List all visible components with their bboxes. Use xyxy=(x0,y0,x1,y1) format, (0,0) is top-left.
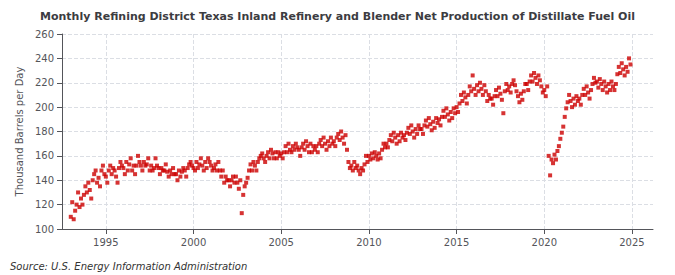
svg-text:140: 140 xyxy=(35,175,54,186)
svg-text:220: 220 xyxy=(35,77,54,88)
svg-text:240: 240 xyxy=(35,53,54,64)
svg-text:1995: 1995 xyxy=(93,237,118,248)
svg-text:2015: 2015 xyxy=(444,237,469,248)
svg-text:2005: 2005 xyxy=(268,237,293,248)
svg-text:2000: 2000 xyxy=(181,237,206,248)
svg-text:260: 260 xyxy=(35,29,54,40)
svg-text:2010: 2010 xyxy=(356,237,381,248)
svg-text:200: 200 xyxy=(35,102,54,113)
svg-text:2020: 2020 xyxy=(532,237,557,248)
svg-text:100: 100 xyxy=(35,224,54,235)
svg-text:120: 120 xyxy=(35,199,54,210)
svg-text:180: 180 xyxy=(35,126,54,137)
svg-text:Thousand Barrels per Day: Thousand Barrels per Day xyxy=(14,67,25,198)
svg-text:Monthly Refining District Texa: Monthly Refining District Texas Inland R… xyxy=(40,10,635,23)
svg-text:Source: U.S. Energy Informatio: Source: U.S. Energy Information Administ… xyxy=(10,261,247,272)
svg-text:2025: 2025 xyxy=(619,237,644,248)
svg-text:160: 160 xyxy=(35,150,54,161)
